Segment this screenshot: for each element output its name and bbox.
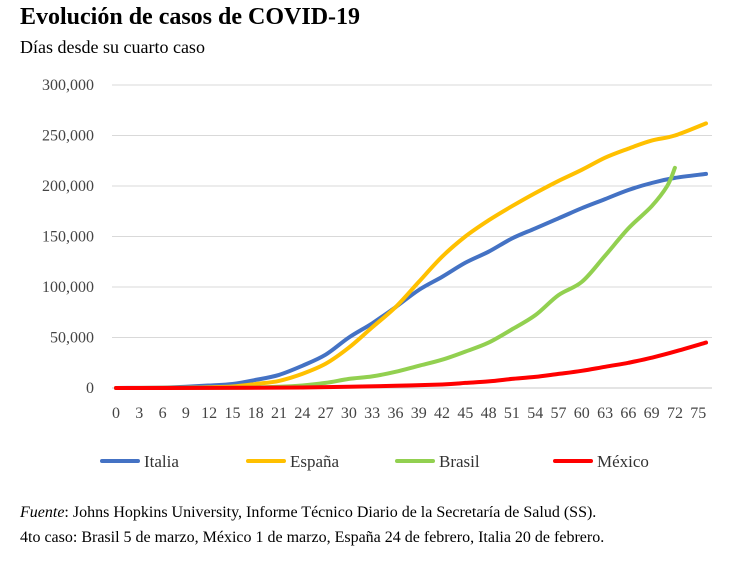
x-tick-label: 21 xyxy=(271,405,287,422)
legend-label: México xyxy=(597,452,649,471)
legend-label: Brasil xyxy=(439,452,480,471)
x-tick-label: 48 xyxy=(481,405,497,422)
series-line-brasil xyxy=(114,165,677,390)
y-tick-label: 300,000 xyxy=(42,77,94,94)
x-tick-label: 72 xyxy=(667,405,683,422)
legend: Italia España Brasil México xyxy=(100,452,649,471)
y-tick-label: 0 xyxy=(86,380,94,397)
x-tick-label: 60 xyxy=(574,405,590,422)
series-line-italia xyxy=(114,171,708,390)
chart-subtitle: Días desde su cuarto caso xyxy=(20,37,205,57)
fourth-case-note: 4to caso: Brasil 5 de marzo, México 1 de… xyxy=(20,529,605,546)
x-tick-label: 0 xyxy=(112,405,120,422)
y-tick-label: 250,000 xyxy=(42,128,94,145)
chart-notes: Fuente: Johns Hopkins University, Inform… xyxy=(20,500,604,550)
legend-label: Italia xyxy=(144,452,179,471)
series-line-méxico xyxy=(114,340,708,390)
y-tick-label: 50,000 xyxy=(50,330,94,347)
source-note: Fuente: Johns Hopkins University, Inform… xyxy=(20,500,604,525)
x-axis: 0 3 6 9 12 15 18 21 24 27 30 33 36 39 42 45 48 51 54 57 60 63… xyxy=(112,405,706,422)
x-tick-label: 36 xyxy=(387,405,403,422)
x-tick-label: 45 xyxy=(457,405,473,422)
y-tick-label: 150,000 xyxy=(42,229,94,246)
y-tick-label: 100,000 xyxy=(42,279,94,296)
x-tick-label: 15 xyxy=(224,405,240,422)
chart-canvas: 0 50,000 100,000 150,000 200,000 250,000 300,0… xyxy=(42,77,712,471)
legend-label: España xyxy=(290,452,340,471)
x-tick-label: 9 xyxy=(182,405,190,422)
x-tick-label: 12 xyxy=(201,405,217,422)
source-text: : Johns Hopkins University, Informe Técn… xyxy=(64,504,597,521)
x-tick-label: 69 xyxy=(644,405,660,422)
x-tick-label: 51 xyxy=(504,405,520,422)
chart-title: Evolución de casos de COVID-19 xyxy=(20,4,361,30)
x-tick-label: 33 xyxy=(364,405,380,422)
x-tick-label: 30 xyxy=(341,405,357,422)
x-tick-label: 75 xyxy=(690,405,706,422)
x-tick-label: 6 xyxy=(159,405,167,422)
x-tick-label: 57 xyxy=(551,405,567,422)
series-line-españa xyxy=(114,121,708,390)
x-tick-label: 27 xyxy=(318,405,334,422)
source-label: Fuente xyxy=(20,504,65,521)
y-tick-label: 200,000 xyxy=(42,178,94,195)
x-tick-label: 39 xyxy=(411,405,427,422)
y-axis: 0 50,000 100,000 150,000 200,000 250,000 300,0… xyxy=(42,77,94,397)
x-tick-label: 18 xyxy=(248,405,264,422)
x-tick-label: 63 xyxy=(597,405,613,422)
x-tick-label: 42 xyxy=(434,405,450,422)
x-tick-label: 24 xyxy=(294,405,310,422)
series-lines xyxy=(114,121,708,390)
grid-lines xyxy=(112,84,712,389)
x-tick-label: 3 xyxy=(135,405,143,422)
x-tick-label: 54 xyxy=(527,405,543,422)
x-tick-label: 66 xyxy=(620,405,636,422)
